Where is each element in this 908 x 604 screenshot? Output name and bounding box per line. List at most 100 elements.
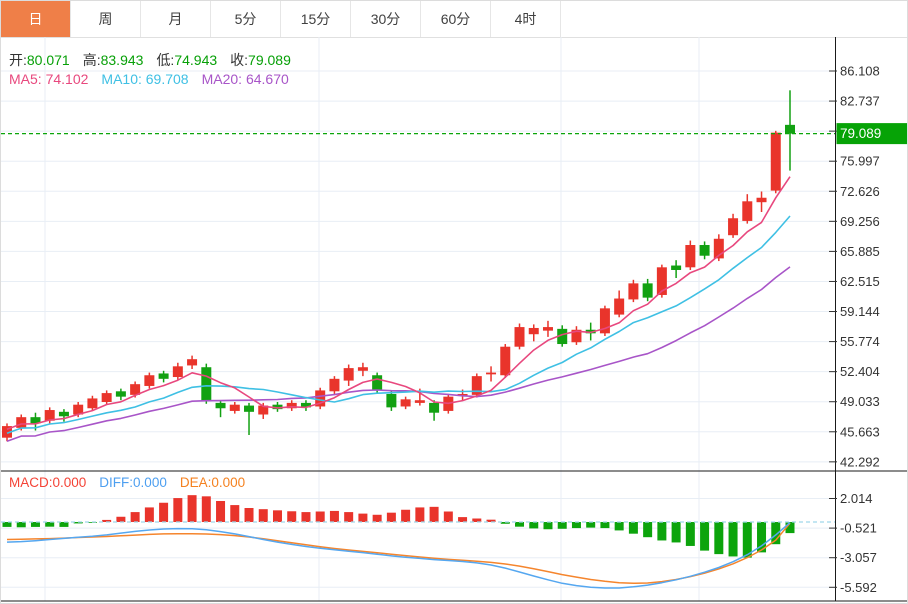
macd-histogram-bar	[45, 522, 55, 527]
candle-body	[614, 298, 625, 315]
macd-histogram-bar	[458, 517, 468, 523]
candle-body	[357, 367, 368, 371]
candle-body	[642, 283, 653, 298]
price-axis-label: 86.108	[840, 64, 880, 79]
candle-body	[585, 329, 596, 334]
price-axis-label: 52.404	[840, 364, 880, 379]
candle-body	[101, 393, 112, 403]
candle-body	[785, 124, 795, 134]
macd-histogram-bar	[73, 522, 83, 524]
macd-histogram-bar	[429, 506, 439, 523]
macd-histogram-bar	[401, 509, 411, 523]
macd-histogram-bar	[515, 522, 525, 527]
macd-histogram-bar	[159, 502, 169, 523]
candle-body	[130, 384, 141, 395]
macd-histogram-bar	[216, 500, 226, 523]
price-axis-label: 45.663	[840, 424, 880, 439]
macd-axis-label: -5.592	[840, 580, 877, 595]
macd-histogram-bar	[2, 522, 12, 527]
candle-body	[201, 367, 212, 402]
current-price-label: 79.089	[840, 126, 881, 141]
price-axis-label: 59.144	[840, 304, 880, 319]
price-axis-label: 49.033	[840, 394, 880, 409]
candle-body	[414, 400, 425, 403]
macd-histogram-bar	[16, 522, 26, 528]
macd-histogram-bar	[671, 522, 681, 543]
chart-canvas[interactable]: 86.108 82.737 79.089 75.997 72.626 69.256 65.8…	[1, 37, 908, 604]
candle-body	[557, 328, 568, 345]
tab-4时[interactable]: 4时	[491, 1, 561, 37]
macd-histogram-bar	[130, 512, 140, 523]
price-axis-label: 75.997	[840, 154, 880, 169]
candle-body	[542, 327, 553, 331]
candle-body	[699, 245, 710, 256]
macd-histogram-bar	[173, 498, 183, 523]
candle-body	[244, 405, 255, 412]
macd-histogram-bar	[144, 507, 154, 523]
price-axis-label: 72.626	[840, 184, 880, 199]
macd-histogram-bar	[500, 522, 510, 524]
tab-周[interactable]: 周	[71, 1, 141, 37]
candle-body	[286, 402, 297, 409]
macd-histogram-bar	[372, 514, 382, 523]
ma20-line	[6, 266, 791, 443]
candle-body	[300, 402, 311, 408]
macd-histogram-bar	[600, 522, 610, 529]
candle-body	[599, 308, 610, 334]
macd-histogram-bar	[472, 518, 482, 523]
candle-body	[500, 346, 511, 376]
candle-body	[471, 376, 482, 395]
tab-15分[interactable]: 15分	[281, 1, 351, 37]
macd-histogram-bar	[244, 508, 254, 523]
macd-histogram-bar	[557, 522, 567, 529]
macd-histogram-bar	[358, 513, 368, 523]
candle-body	[656, 267, 667, 295]
candle-body	[685, 245, 696, 268]
macd-axis-label: -3.057	[840, 550, 877, 565]
dea-line	[6, 522, 791, 585]
macd-histogram-bar	[643, 522, 653, 538]
candle-body	[172, 366, 183, 378]
candle-body	[258, 405, 269, 415]
tab-60分[interactable]: 60分	[421, 1, 491, 37]
macd-histogram-bar	[415, 507, 425, 523]
macd-histogram-bar	[529, 522, 539, 529]
tab-日[interactable]: 日	[1, 1, 71, 37]
candle-body	[429, 402, 440, 413]
price-axis-label: 62.515	[840, 274, 880, 289]
candle-body	[329, 378, 340, 392]
macd-histogram-bar	[59, 522, 69, 527]
macd-histogram-bar	[771, 522, 781, 545]
tab-30分[interactable]: 30分	[351, 1, 421, 37]
macd-histogram-bar	[728, 522, 738, 557]
macd-histogram-bar	[586, 522, 596, 528]
macd-axis-label: -0.521	[840, 521, 877, 536]
axis-layer: 86.108 82.737 79.089 75.997 72.626 69.256 65.8…	[1, 37, 907, 602]
candle-body	[571, 329, 582, 343]
candle-body	[372, 375, 383, 391]
macd-histogram-bar	[258, 509, 268, 523]
macd-histogram-bar	[301, 512, 311, 523]
macd-histogram-bar	[657, 522, 667, 541]
candle-body	[187, 359, 198, 366]
macd-histogram-bar	[102, 519, 112, 523]
macd-histogram-bar	[628, 522, 638, 534]
macd-layer	[1, 495, 835, 589]
tab-月[interactable]: 月	[141, 1, 211, 37]
interval-tabs: 日周月 5分 15分 30分 60分 4时	[1, 1, 907, 38]
candle-body	[115, 391, 126, 397]
candle-body	[386, 393, 397, 408]
macd-histogram-bar	[116, 516, 126, 523]
macd-axis-label: 2.014	[840, 491, 873, 506]
macd-histogram-bar	[315, 511, 325, 523]
candle-body	[16, 417, 27, 428]
candle-body	[315, 390, 326, 407]
macd-histogram-bar	[543, 522, 553, 530]
candle-body	[528, 327, 539, 335]
price-axis-label: 65.885	[840, 244, 880, 259]
macd-histogram-bar	[30, 522, 40, 527]
ma5-line	[6, 176, 791, 431]
candles-layer	[2, 90, 795, 442]
tab-5分[interactable]: 5分	[211, 1, 281, 37]
